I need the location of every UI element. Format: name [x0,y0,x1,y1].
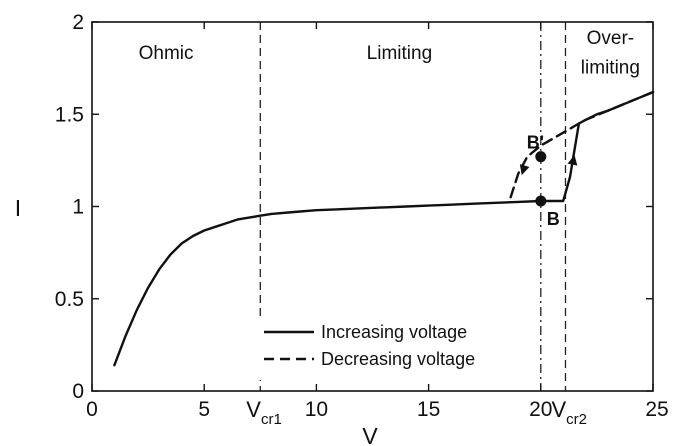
vcr-label-main-0: V [246,397,261,422]
vcr-label-sub-0: cr1 [261,411,282,428]
vcr-label-0: Vcr1 [246,397,282,428]
y-tick-label-2: 1 [72,196,84,219]
x-tick-label-5: 25 [645,398,668,421]
y-tick-label-0: 0 [72,380,84,403]
ticks: 0 5 10 15 20 25 0 0.5 1 1.5 2 [55,11,669,421]
region-label-3: limiting [581,58,640,79]
series-line-decreasing [508,90,655,203]
vertical-lines [259,22,567,391]
arrowhead-0 [567,154,578,166]
x-tick-label-0: 0 [86,398,98,421]
y-tick-label-1: 0.5 [55,288,84,311]
vcr-label-main-2: V [551,397,566,422]
y-axis-label: I [15,195,21,221]
point-b-prime [535,151,547,163]
arrowhead-1 [519,164,530,176]
x-tick-label-4: 20 [529,398,552,421]
legend-label-0: Increasing voltage [321,322,467,342]
vcr-label-sub-2: cr2 [566,411,587,428]
point-label-b: B [547,209,560,229]
y-tick-label-3: 1.5 [55,103,84,126]
vcr-label-2: Vcr2 [551,397,587,428]
point-b [535,195,547,207]
legend: Increasing voltage Decreasing voltage [256,318,534,380]
region-label-1: Limiting [367,43,432,64]
region-label-2: Over- [587,28,635,49]
x-tick-label-1: 5 [198,398,210,421]
x-tick-label-3: 15 [417,398,440,421]
x-tick-label-2: 10 [305,398,328,421]
y-tick-label-4: 2 [72,11,84,34]
legend-label-1: Decreasing voltage [321,349,475,369]
point-label-b-prime: B' [527,133,544,153]
x-axis-label: V [362,423,378,446]
markers-layer: B B' [519,133,578,229]
region-label-0: Ohmic [139,43,194,64]
legend-box [256,318,534,380]
